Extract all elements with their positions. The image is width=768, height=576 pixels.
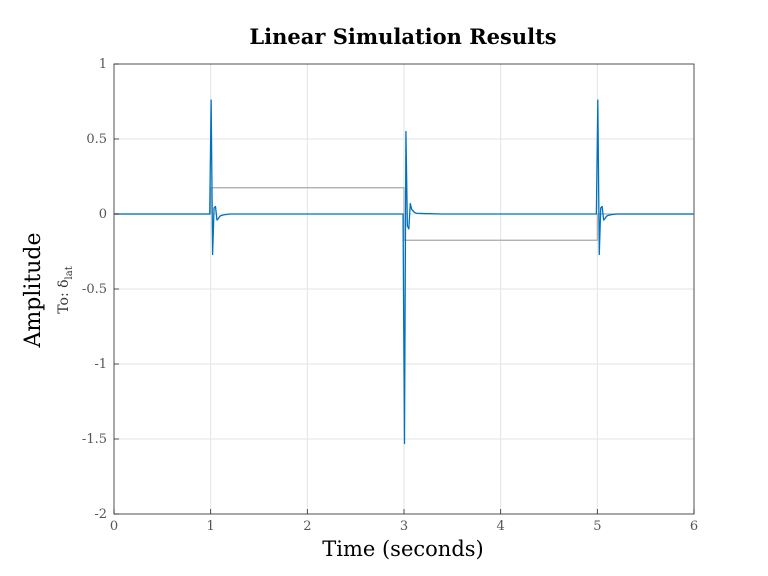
- y-tick-label: -2: [94, 507, 107, 522]
- response-line: [114, 99, 694, 445]
- y-tick-labels: -2 -1.5 -1 -0.5 0 0.5 1: [82, 57, 119, 522]
- x-tick-labels: 0 1 2 3 4 5 6: [110, 509, 698, 534]
- y-tick-label: 0.5: [86, 132, 107, 147]
- output-channel-label-sub: lat: [64, 266, 75, 279]
- x-axis-label: Time (seconds): [322, 537, 483, 561]
- series-layer: [114, 99, 694, 445]
- y-tick-label: 1: [99, 57, 107, 72]
- x-tick-label: 4: [497, 519, 505, 534]
- output-channel-label: To: δlat: [56, 266, 75, 313]
- x-tick-label: 2: [303, 519, 311, 534]
- input-signal-line: [114, 187, 694, 241]
- chart-title: Linear Simulation Results: [249, 24, 556, 49]
- x-tick-label: 3: [400, 519, 408, 534]
- x-tick-label: 1: [207, 519, 215, 534]
- x-tick-label: 5: [593, 519, 601, 534]
- y-tick-label: 0: [99, 207, 107, 222]
- y-tick-label: -1: [94, 357, 107, 372]
- y-tick-label: -0.5: [82, 282, 107, 297]
- y-axis-label: Amplitude: [21, 232, 46, 348]
- x-tick-label: 0: [110, 519, 118, 534]
- y-tick-label: -1.5: [82, 432, 107, 447]
- x-tick-label: 6: [690, 519, 698, 534]
- output-channel-label-main: To: δ: [56, 279, 72, 313]
